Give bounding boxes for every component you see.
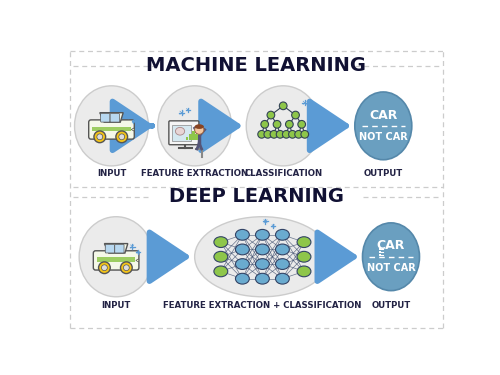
Ellipse shape [276,259,289,270]
Circle shape [264,130,272,138]
Bar [378,254,380,256]
Ellipse shape [79,217,153,297]
Wedge shape [131,128,134,131]
Ellipse shape [236,244,250,255]
Text: NOT CAR: NOT CAR [366,262,416,273]
FancyBboxPatch shape [110,114,120,122]
Circle shape [124,265,130,271]
Circle shape [94,131,106,142]
Circle shape [120,262,132,274]
Text: INPUT: INPUT [102,301,131,310]
Text: CLASSIFICATION: CLASSIFICATION [244,169,322,178]
Ellipse shape [176,128,184,135]
Ellipse shape [276,244,289,255]
Bar [378,251,380,253]
Circle shape [298,120,306,128]
Circle shape [97,134,102,140]
Bar [196,134,198,140]
FancyBboxPatch shape [106,244,114,253]
Ellipse shape [256,230,270,240]
Ellipse shape [214,237,228,248]
Text: DEEP LEARNING: DEEP LEARNING [169,187,344,206]
Circle shape [273,120,281,128]
Ellipse shape [236,259,250,270]
Ellipse shape [74,86,148,166]
Circle shape [282,130,290,138]
Circle shape [301,130,308,138]
Ellipse shape [214,251,228,262]
Circle shape [280,102,287,110]
Ellipse shape [158,86,232,166]
Circle shape [276,130,284,138]
Wedge shape [136,259,139,262]
Text: MACHINE LEARNING: MACHINE LEARNING [146,56,366,75]
Circle shape [102,265,107,271]
FancyBboxPatch shape [100,114,110,122]
Ellipse shape [236,273,250,284]
Ellipse shape [362,223,420,291]
FancyBboxPatch shape [94,251,139,270]
Ellipse shape [256,259,270,270]
Text: CAR: CAR [377,240,405,252]
Bar [378,248,380,250]
Circle shape [286,120,293,128]
Ellipse shape [256,244,270,255]
Circle shape [292,111,300,119]
Ellipse shape [256,273,270,284]
Bar [186,136,188,140]
Text: OUTPUT: OUTPUT [372,301,410,310]
Ellipse shape [214,266,228,277]
Circle shape [261,120,268,128]
Circle shape [119,134,124,140]
Circle shape [98,262,110,274]
Circle shape [116,131,128,142]
Ellipse shape [276,230,289,240]
FancyBboxPatch shape [88,120,134,139]
Ellipse shape [194,217,330,297]
Circle shape [194,125,204,134]
Bar [190,134,192,140]
FancyBboxPatch shape [115,244,124,253]
Polygon shape [100,112,123,122]
Circle shape [267,111,274,119]
Ellipse shape [297,266,311,277]
Circle shape [295,130,302,138]
Ellipse shape [297,237,311,248]
Ellipse shape [236,230,250,240]
Ellipse shape [355,92,412,160]
Circle shape [258,130,266,138]
Circle shape [288,130,296,138]
Ellipse shape [194,124,204,129]
Text: FEATURE EXTRACTION + CLASSIFICATION: FEATURE EXTRACTION + CLASSIFICATION [163,301,362,310]
Text: INPUT: INPUT [97,169,126,178]
Bar [172,125,191,141]
Circle shape [270,130,278,138]
Ellipse shape [246,86,320,166]
FancyBboxPatch shape [169,121,199,145]
Text: FEATURE EXTRACTION: FEATURE EXTRACTION [141,169,248,178]
Text: NOT CAR: NOT CAR [359,132,408,142]
Ellipse shape [276,273,289,284]
Polygon shape [104,244,128,253]
Text: CAR: CAR [369,109,398,122]
Bar [97,258,135,262]
Bar [92,127,130,131]
Ellipse shape [297,251,311,262]
Bar [192,131,194,140]
Text: OUTPUT: OUTPUT [364,169,403,178]
